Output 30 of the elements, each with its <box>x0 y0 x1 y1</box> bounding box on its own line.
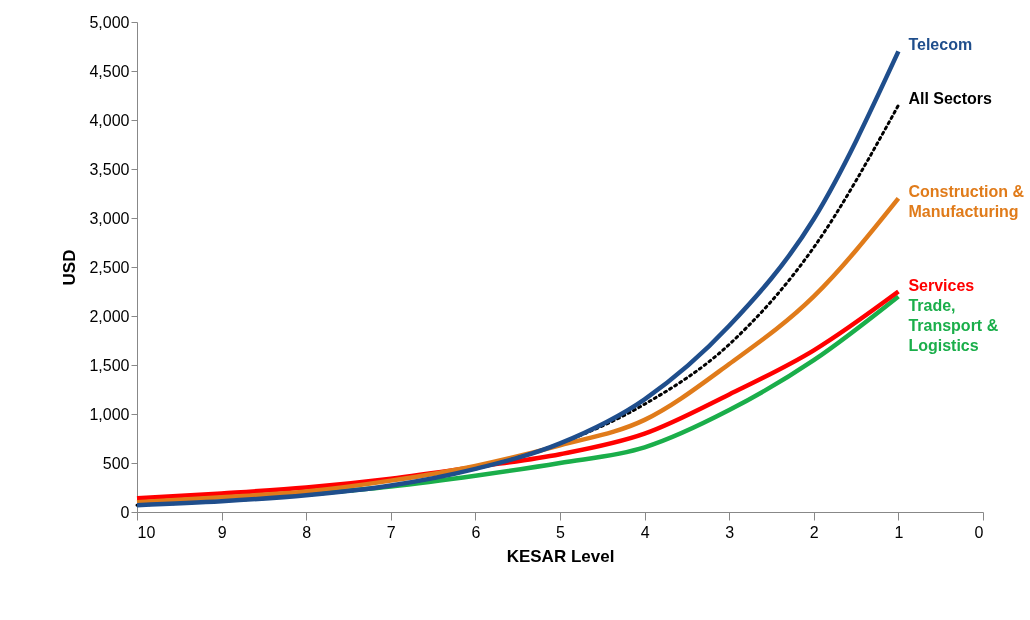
y-tick-label: 1,000 <box>89 405 130 423</box>
series-label: Construction & Manufacturing <box>908 183 1025 221</box>
x-axis-title: KESAR Level <box>506 546 615 566</box>
y-tick-label: 3,000 <box>89 209 130 227</box>
y-tick-label: 0 <box>120 503 130 521</box>
x-tick-label: 9 <box>217 523 227 541</box>
y-tick-label: 500 <box>102 454 130 472</box>
y-tick-label: 2,500 <box>89 258 130 276</box>
y-tick-label: 5,000 <box>89 13 130 31</box>
y-tick-label: 3,500 <box>89 160 130 178</box>
x-tick-label: 0 <box>974 523 984 541</box>
x-tick-label: 8 <box>302 523 312 541</box>
x-tick-label: 7 <box>386 523 396 541</box>
x-tick-label: 3 <box>725 523 735 541</box>
series-label: Trade, Transport & Logistics <box>908 296 999 354</box>
x-tick-label: 4 <box>640 523 650 541</box>
y-tick-label: 4,000 <box>89 111 130 129</box>
x-tick-label: 2 <box>809 523 819 541</box>
series-label: All Sectors <box>908 90 993 108</box>
x-tick-label: 1 <box>894 523 904 541</box>
x-tick-label: 5 <box>556 523 566 541</box>
x-tick-label: 10 <box>137 523 156 541</box>
line-series <box>134 196 901 505</box>
y-tick-label: 2,000 <box>89 307 130 325</box>
y-tick-label: 4,500 <box>89 62 130 80</box>
y-tick-label: 1,500 <box>89 356 130 374</box>
series-label: Telecom <box>908 36 973 54</box>
x-tick-label: 6 <box>471 523 481 541</box>
series-label: Services <box>908 276 975 294</box>
y-axis-title: USD <box>60 249 80 286</box>
